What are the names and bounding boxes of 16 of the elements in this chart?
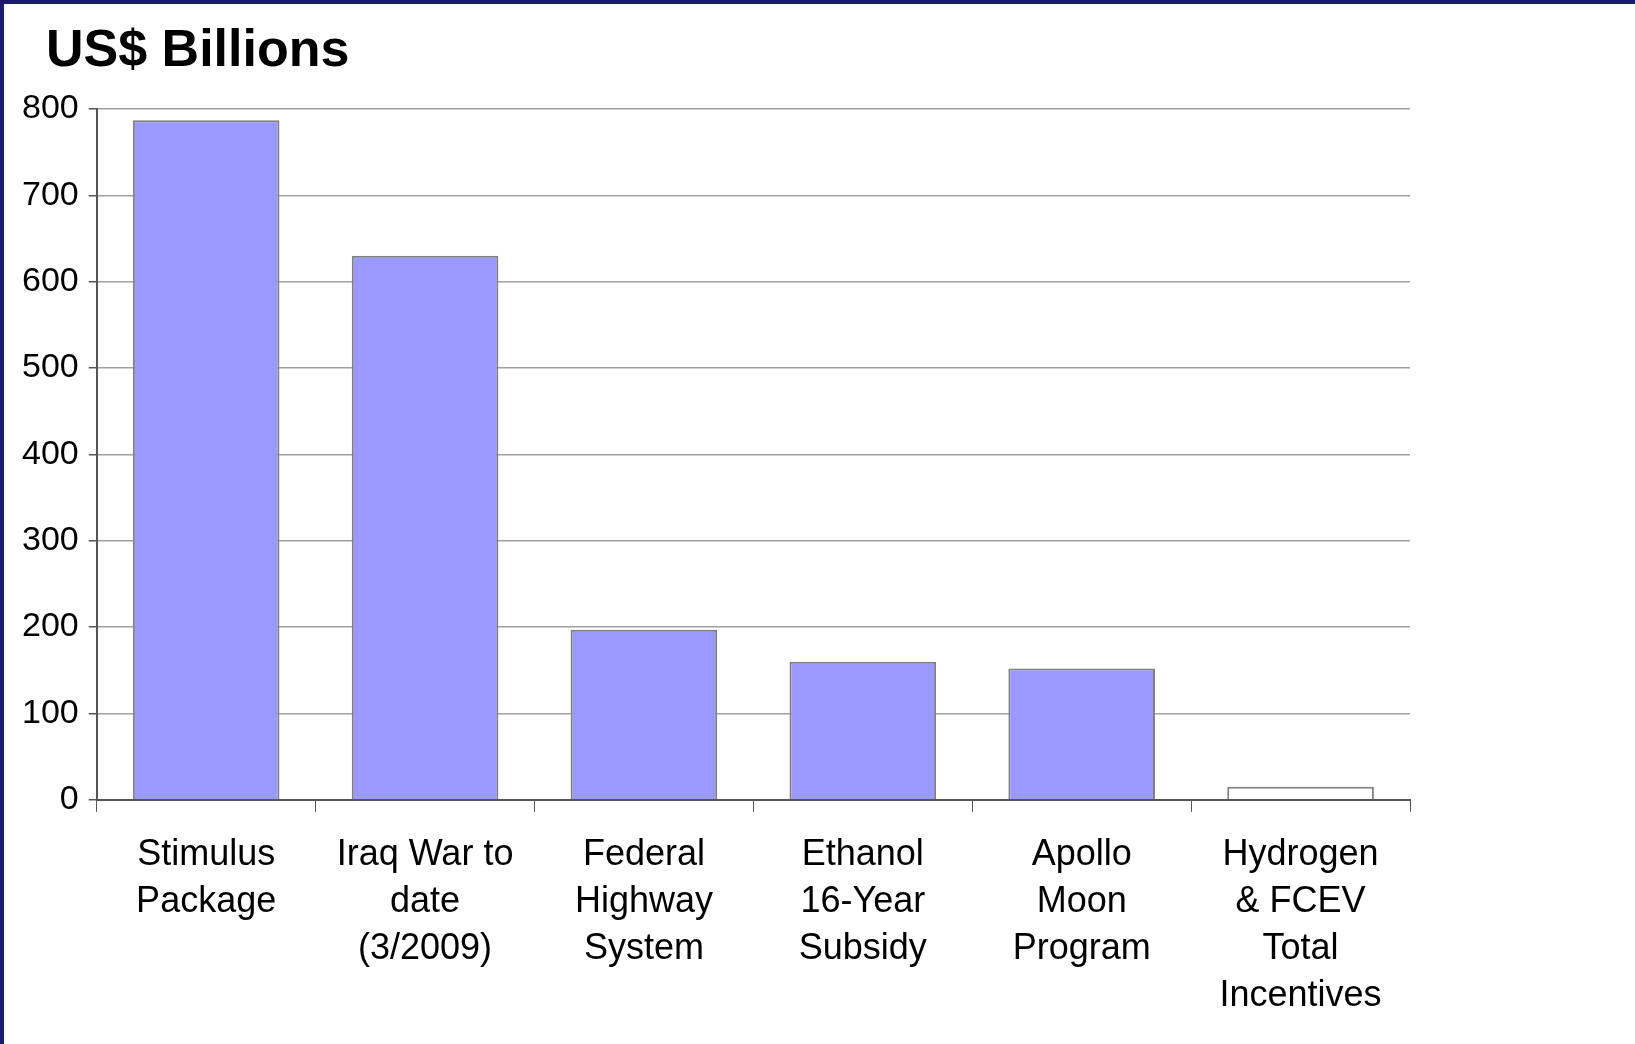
x-tick-label: Stimulus Package [136,832,277,920]
x-tick-label: Hydrogen & FCEV Total Incentives [1219,832,1382,1014]
y-tick-label: 100 [21,691,79,730]
chart-title: US$ Billions [46,18,350,78]
x-tick-label: Ethanol 16-Year Subsidy [798,832,927,967]
y-tick-label: 800 [21,87,79,126]
y-tick-label: 700 [21,173,79,212]
y-tick-label: 500 [21,346,79,385]
y-tick-label: 300 [21,519,79,558]
x-tick-label: Apollo Moon Program [1012,832,1151,967]
y-tick-label: 0 [59,778,79,817]
x-tick-label: Federal Highway System [574,832,713,967]
y-tick-label: 200 [21,605,79,644]
x-tick-label: Iraq War to date (3/2009) [336,832,514,967]
y-tick-label: 600 [21,260,79,299]
y-tick-label: 400 [21,432,79,471]
